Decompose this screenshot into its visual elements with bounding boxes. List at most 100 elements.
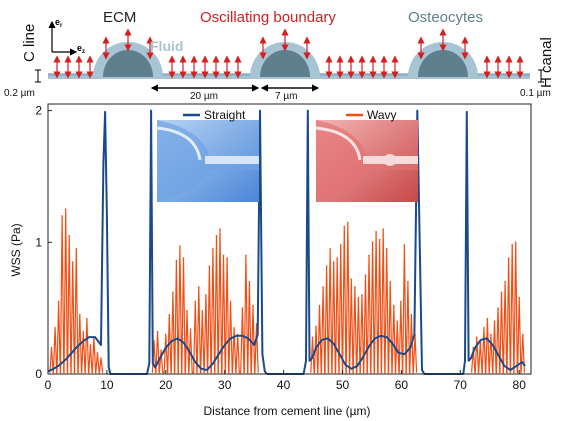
osteocyte-3 [408, 42, 478, 77]
wavy-peak-point [186, 309, 188, 312]
wavy-peak-point [89, 344, 92, 346]
oscillating-boundary-label: Oscillating boundary [200, 9, 336, 26]
wavy-peak-point [357, 296, 360, 299]
fluid-label: Fluid [150, 38, 183, 54]
x-tick-label: 70 [454, 378, 468, 392]
wavy-peak-point [50, 346, 53, 349]
wavy-peak-point [472, 346, 475, 349]
wavy-peak-point [54, 327, 56, 329]
y-axis-label: WSS (Pa) [9, 223, 23, 276]
wavy-peak-point [315, 325, 317, 328]
wavy-burst-3 [310, 221, 418, 374]
wss-chart: 0 10 20 30 40 50 60 70 80 0 1 2 Straight Wavy Dista… [9, 103, 532, 418]
wavy-peak-point [354, 286, 356, 288]
wavy-peak-point [241, 307, 244, 309]
legend-wavy-label: Wavy [367, 108, 397, 122]
wavy-peak-point [347, 221, 349, 224]
wavy-peak-point [364, 274, 367, 277]
gap-right-marker [538, 69, 544, 83]
wavy-inset-image [315, 120, 418, 202]
wavy-series [49, 208, 525, 374]
wavy-peak-point [182, 257, 185, 259]
wavy-peak-point [179, 245, 181, 248]
wavy-peak-point [168, 313, 171, 316]
wavy-peak-point [389, 281, 392, 283]
wavy-peak-point [71, 261, 74, 263]
wavy-peak-point [175, 259, 178, 262]
wavy-peak-point [208, 265, 211, 267]
wavy-peak-point [483, 327, 485, 329]
osteocyte-1 [93, 42, 163, 77]
svg-text:er: er [55, 17, 63, 29]
wavy-peak-point [252, 304, 254, 307]
wavy-peak-point [226, 257, 228, 259]
wavy-peak-point [371, 241, 374, 244]
wavy-peak-point [57, 300, 60, 303]
x-tick-label: 80 [513, 378, 527, 392]
wavy-peak-point [511, 244, 513, 246]
wavy-peak-point [407, 281, 409, 283]
wavy-peak-point [100, 357, 102, 359]
wavy-peak-point [205, 294, 207, 296]
wavy-peak-point [82, 331, 85, 333]
axis-z-label: e [77, 43, 82, 53]
x-tick-label: 0 [45, 378, 52, 392]
wavy-peak-point [322, 286, 324, 288]
wavy-peak-point [497, 307, 499, 309]
wavy-peak-point [385, 248, 388, 250]
wavy-peak-point [160, 349, 162, 352]
wavy-peak-point [201, 309, 204, 312]
straight-line [47, 109, 526, 375]
oscillation-arrows [53, 28, 524, 79]
legend-straight-label: Straight [204, 108, 246, 122]
wavy-peak-point [476, 336, 478, 338]
wavy-peak-point [396, 320, 399, 323]
wavy-peak-point [233, 327, 235, 329]
wavy-peak-point [86, 317, 88, 320]
chart-axes: 0 10 20 30 40 50 60 70 80 0 1 2 [35, 103, 532, 392]
wavy-peak-point [248, 281, 251, 283]
x-tick-label: 50 [336, 378, 350, 392]
legend: Straight Wavy [183, 108, 397, 122]
schematic-diagram: ECM Oscillating boundary Osteocytes Flui… [4, 9, 555, 102]
ecm-label: ECM [103, 9, 136, 26]
wavy-peak-point [197, 286, 200, 288]
wavy-peak-point [64, 208, 67, 211]
x-axis-label: Distance from cement line (µm) [204, 404, 371, 418]
x-tick-label: 10 [100, 378, 114, 392]
wavy-peak-point [343, 225, 346, 228]
wavy-peak-point [336, 257, 339, 259]
osteocytes-label: Osteocytes [408, 9, 483, 26]
gap-left-marker [35, 69, 41, 83]
gap-right-label: 0.1 µm [520, 88, 551, 99]
gap-left-label: 0.2 µm [4, 88, 35, 99]
axis-z-sub: z [82, 49, 85, 55]
wavy-peak-point [75, 248, 78, 250]
wavy-peak-point [507, 257, 510, 259]
wavy-peak-point [514, 241, 517, 244]
wavy-peak-point [410, 313, 413, 316]
wavy-peak-point [518, 296, 521, 299]
wavy-peak-point [79, 313, 81, 316]
wavy-peak-point [490, 333, 492, 336]
wavy-peak-point [504, 281, 506, 283]
x-tick-label: 30 [218, 378, 232, 392]
x-tick-label: 40 [277, 378, 291, 392]
wavy-peak-point [215, 234, 218, 237]
wavy-peak-point [229, 300, 232, 303]
wavy-peak-point [156, 331, 159, 333]
plot-frame [47, 103, 532, 375]
x-tick-label: 20 [159, 378, 173, 392]
y-tick-label: 0 [35, 367, 42, 381]
wavy-peak-point [329, 248, 331, 250]
wavy-peak-point [339, 244, 342, 246]
svg-text:ez: ez [77, 43, 85, 55]
y-tick-label: 1 [35, 235, 42, 249]
wavy-peak-point [245, 254, 247, 257]
wavy-peak-point [325, 265, 328, 267]
wavy-burst-2 [151, 228, 259, 374]
wavy-peak-point [194, 300, 197, 303]
wavy-peak-point [392, 304, 395, 307]
wavy-peak-point [332, 261, 335, 263]
